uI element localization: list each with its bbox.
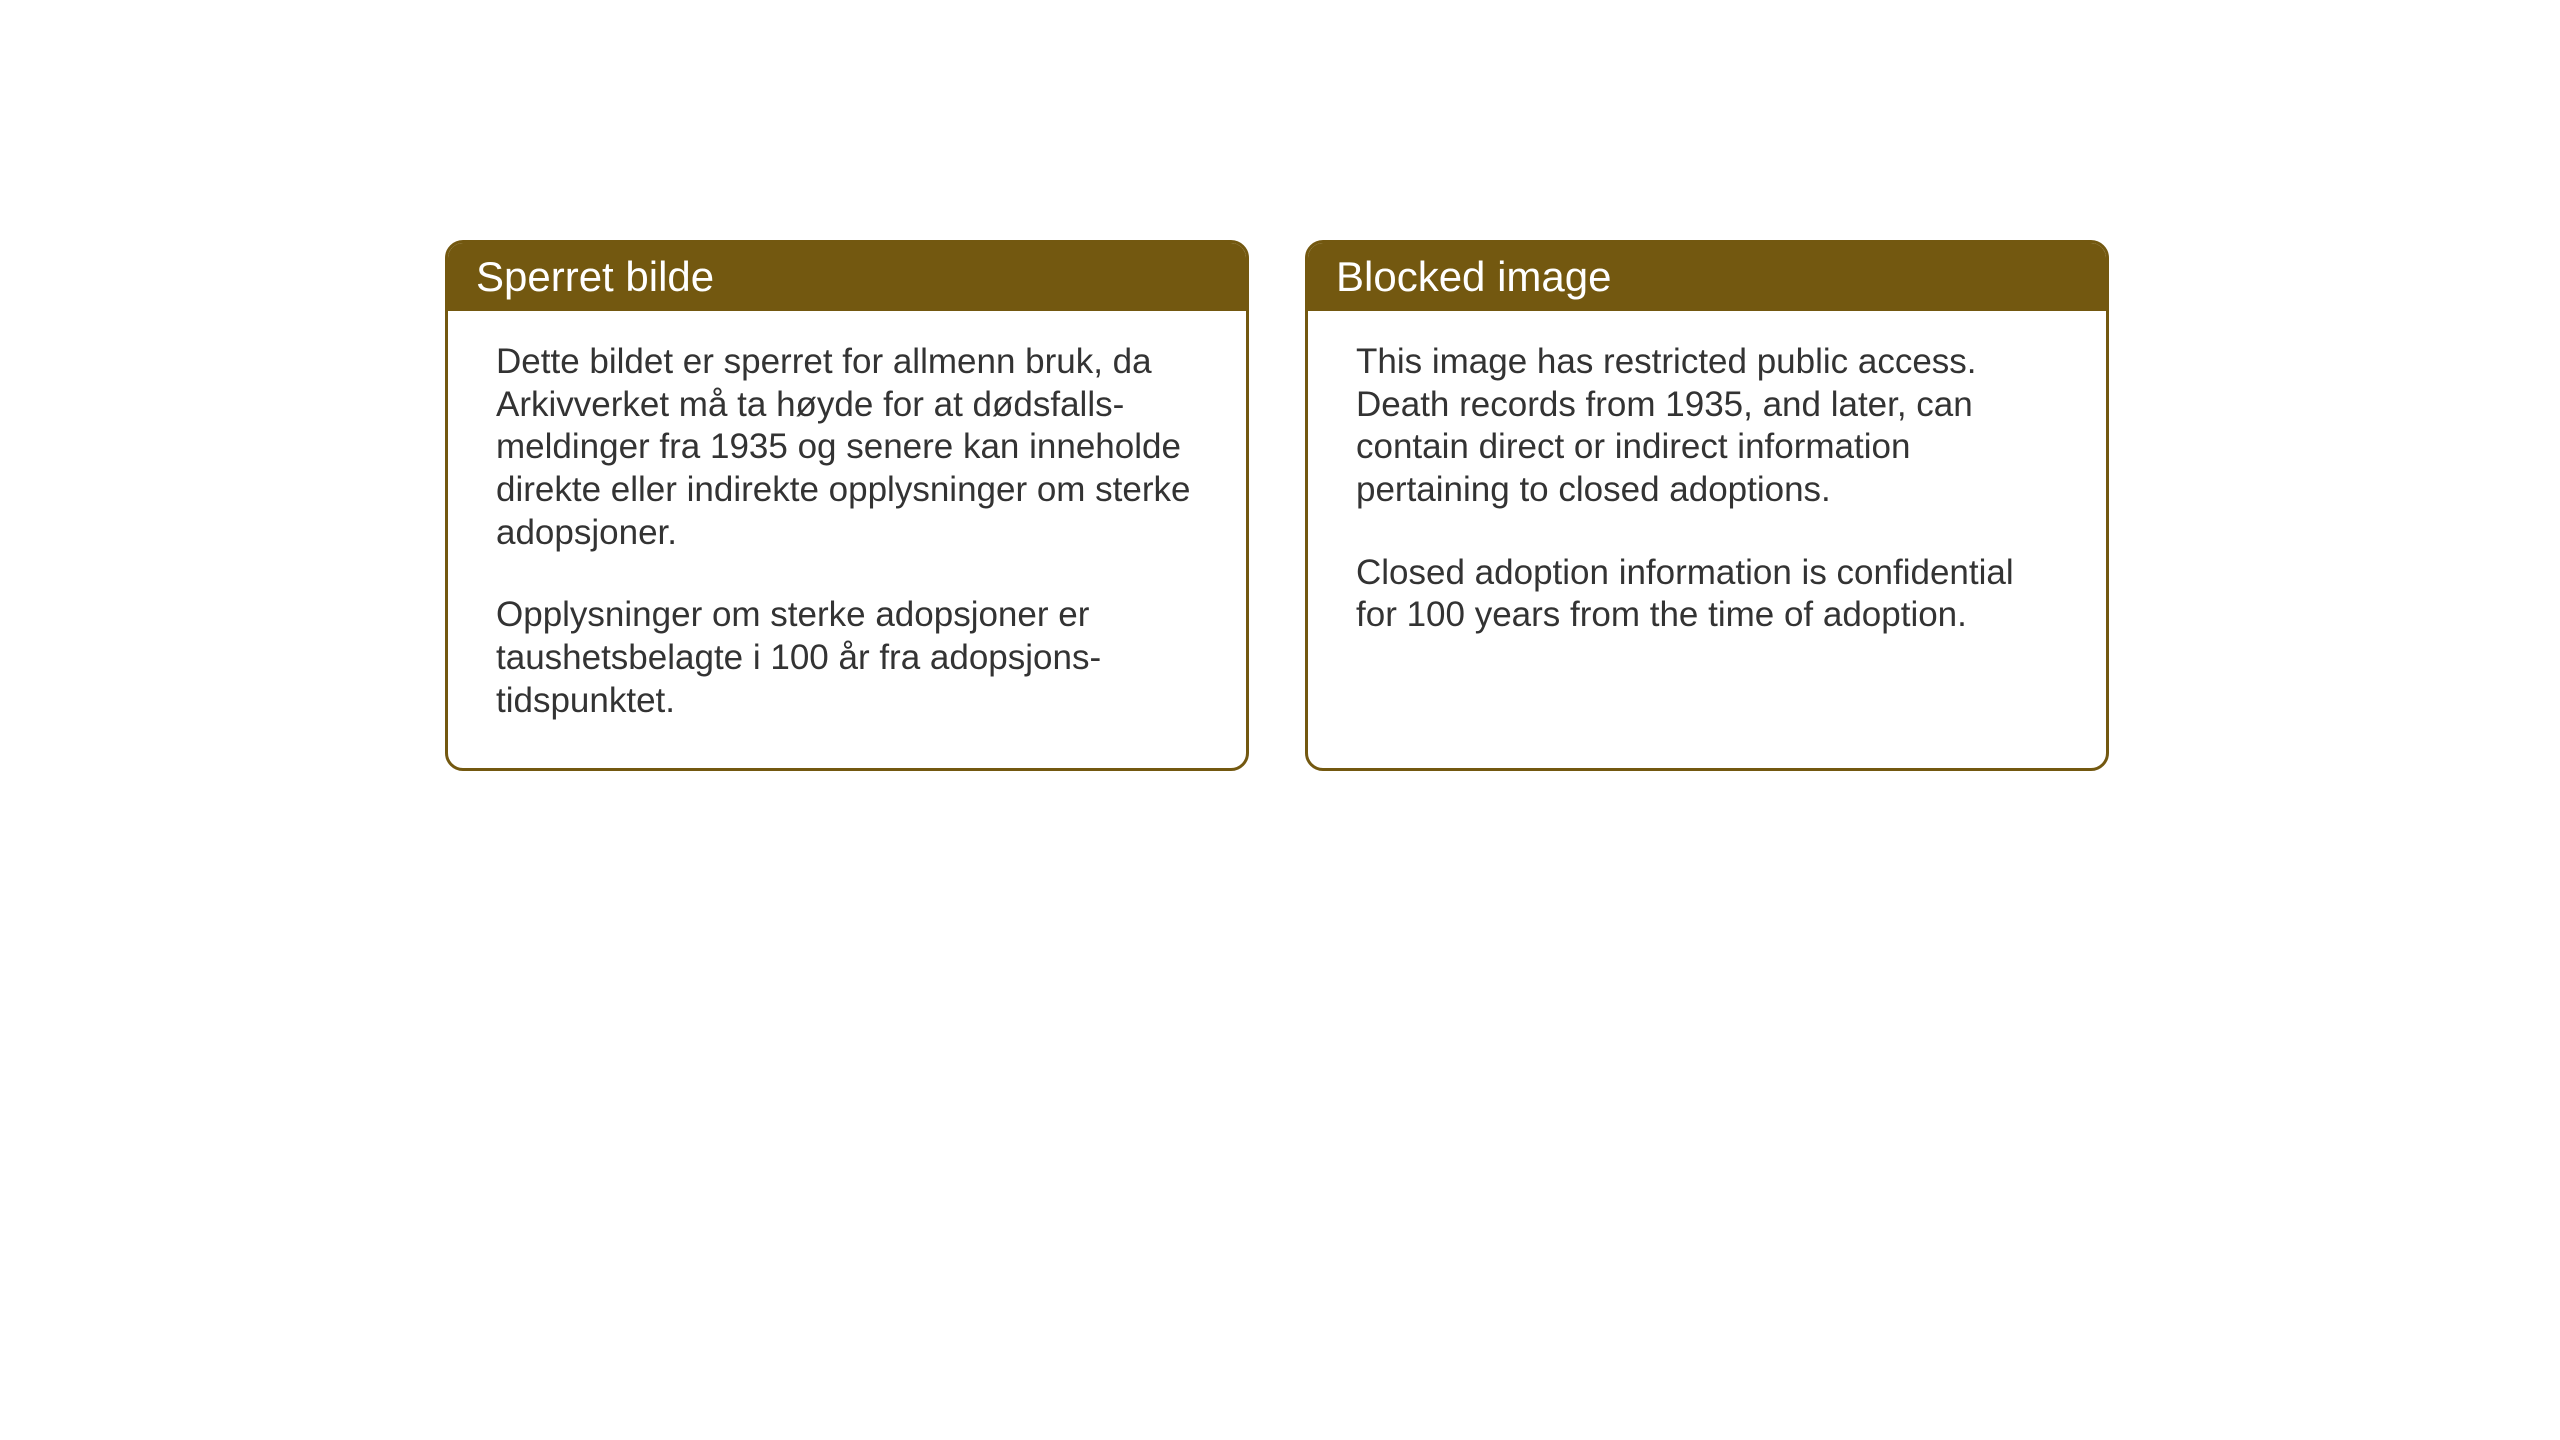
card-english: Blocked image This image has restricted … [1305, 240, 2109, 771]
card-body-english: This image has restricted public access.… [1308, 311, 2106, 682]
card-title-norwegian: Sperret bilde [476, 253, 714, 300]
card-paragraph-norwegian-1: Dette bildet er sperret for allmenn bruk… [496, 341, 1198, 554]
card-paragraph-norwegian-2: Opplysninger om sterke adopsjoner er tau… [496, 594, 1198, 722]
card-header-english: Blocked image [1308, 243, 2106, 311]
card-paragraph-english-2: Closed adoption information is confident… [1356, 552, 2058, 637]
card-body-norwegian: Dette bildet er sperret for allmenn bruk… [448, 311, 1246, 768]
card-paragraph-english-1: This image has restricted public access.… [1356, 341, 2058, 512]
card-norwegian: Sperret bilde Dette bildet er sperret fo… [445, 240, 1249, 771]
card-title-english: Blocked image [1336, 253, 1611, 300]
card-header-norwegian: Sperret bilde [448, 243, 1246, 311]
cards-container: Sperret bilde Dette bildet er sperret fo… [445, 240, 2109, 771]
